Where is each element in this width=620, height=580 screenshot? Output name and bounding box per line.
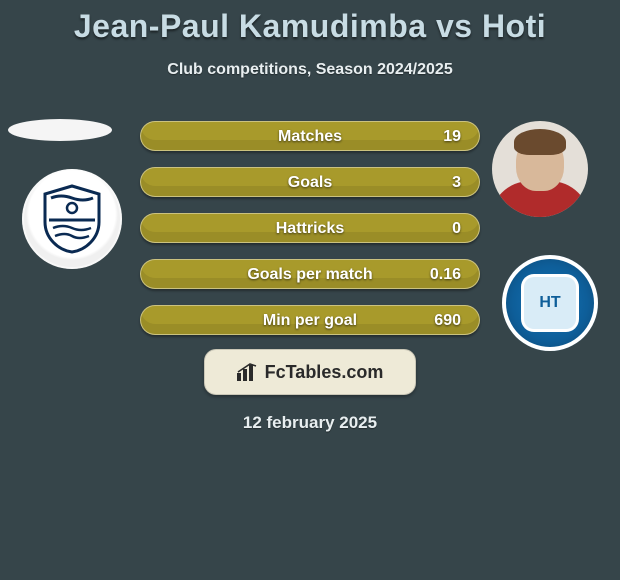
comparison-date: 12 february 2025 (0, 413, 620, 433)
page-title: Jean-Paul Kamudimba vs Hoti (0, 0, 620, 45)
stat-value: 3 (452, 168, 461, 198)
club-left-badge (22, 169, 122, 269)
source-logo: FcTables.com (204, 349, 416, 395)
avatar-hair (514, 129, 566, 155)
stat-bar: Goals 3 (140, 167, 480, 197)
source-logo-text: FcTables.com (265, 362, 384, 383)
stat-bar: Hattricks 0 (140, 213, 480, 243)
stat-value: 0.16 (430, 260, 461, 290)
player-left-avatar (8, 119, 112, 141)
bar-chart-icon (237, 363, 259, 381)
stat-value: 19 (443, 122, 461, 152)
stat-bar: Goals per match 0.16 (140, 259, 480, 289)
stat-value: 690 (434, 306, 461, 336)
stat-label: Hattricks (141, 214, 479, 244)
stat-label: Matches (141, 122, 479, 152)
stat-label: Goals per match (141, 260, 479, 290)
stat-bar: Matches 19 (140, 121, 480, 151)
stat-value: 0 (452, 214, 461, 244)
stat-bar: Min per goal 690 (140, 305, 480, 335)
stat-label: Min per goal (141, 306, 479, 336)
stat-bars: Matches 19 Goals 3 Hattricks 0 Goals per… (140, 121, 480, 351)
club-left-shield-icon (41, 184, 103, 254)
club-right-badge: HT (502, 255, 598, 351)
player-right-avatar (492, 121, 588, 217)
page-subtitle: Club competitions, Season 2024/2025 (0, 61, 620, 79)
stat-label: Goals (141, 168, 479, 198)
club-right-inner-text: HT (524, 277, 576, 329)
